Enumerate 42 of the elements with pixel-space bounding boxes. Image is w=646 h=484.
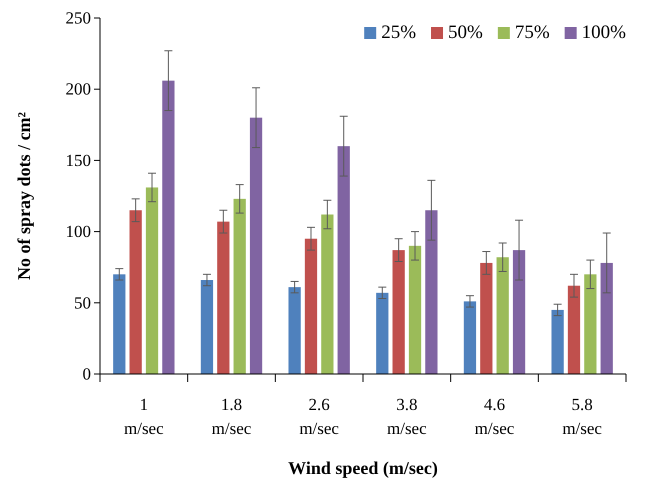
- y-tick-label: 100: [66, 222, 91, 242]
- x-tick-label: 1 m/sec: [124, 395, 164, 438]
- y-tick-label: 50: [74, 293, 91, 312]
- x-axis-title: Wind speed (m/sec): [288, 458, 438, 478]
- bar: [408, 246, 422, 374]
- x-tick-label: 4.6 m/sec: [474, 395, 515, 438]
- bar: [130, 210, 142, 374]
- bar: [200, 280, 214, 374]
- x-tick-label: 3.8 m/sec: [387, 395, 428, 438]
- bar: [392, 250, 405, 374]
- bar: [464, 301, 476, 374]
- legend-label: 75%: [514, 22, 550, 43]
- bar: [512, 250, 526, 374]
- legend-label: 25%: [381, 22, 416, 43]
- bar: [321, 214, 334, 374]
- legend-label: 50%: [448, 22, 484, 43]
- x-tick-label: 5.8 m/sec: [562, 395, 602, 438]
- bar: [217, 222, 230, 374]
- bar: [568, 286, 580, 374]
- bar: [304, 238, 318, 374]
- bar: [376, 292, 388, 374]
- bar: [250, 118, 262, 374]
- bar: [162, 80, 175, 374]
- x-tick-label: 2.6 m/sec: [299, 395, 340, 438]
- bar: [496, 257, 509, 374]
- legend-label: 100%: [582, 22, 626, 43]
- bar: [551, 310, 564, 374]
- y-axis-title: No of spray dots / cm²: [14, 112, 34, 280]
- bar: [113, 274, 126, 374]
- y-tick-label: 0: [82, 364, 91, 384]
- bar: [480, 262, 492, 374]
- bar: [600, 262, 613, 374]
- y-tick-label: 150: [66, 150, 91, 170]
- y-tick-label: 200: [66, 80, 91, 99]
- bar: [146, 187, 158, 374]
- bar: [584, 274, 596, 374]
- bar: [338, 146, 350, 374]
- y-tick-label: 250: [66, 8, 91, 28]
- bar: [288, 287, 301, 374]
- bar: [425, 210, 438, 374]
- x-tick-label: 1.8 m/sec: [212, 395, 252, 438]
- bar: [234, 198, 246, 374]
